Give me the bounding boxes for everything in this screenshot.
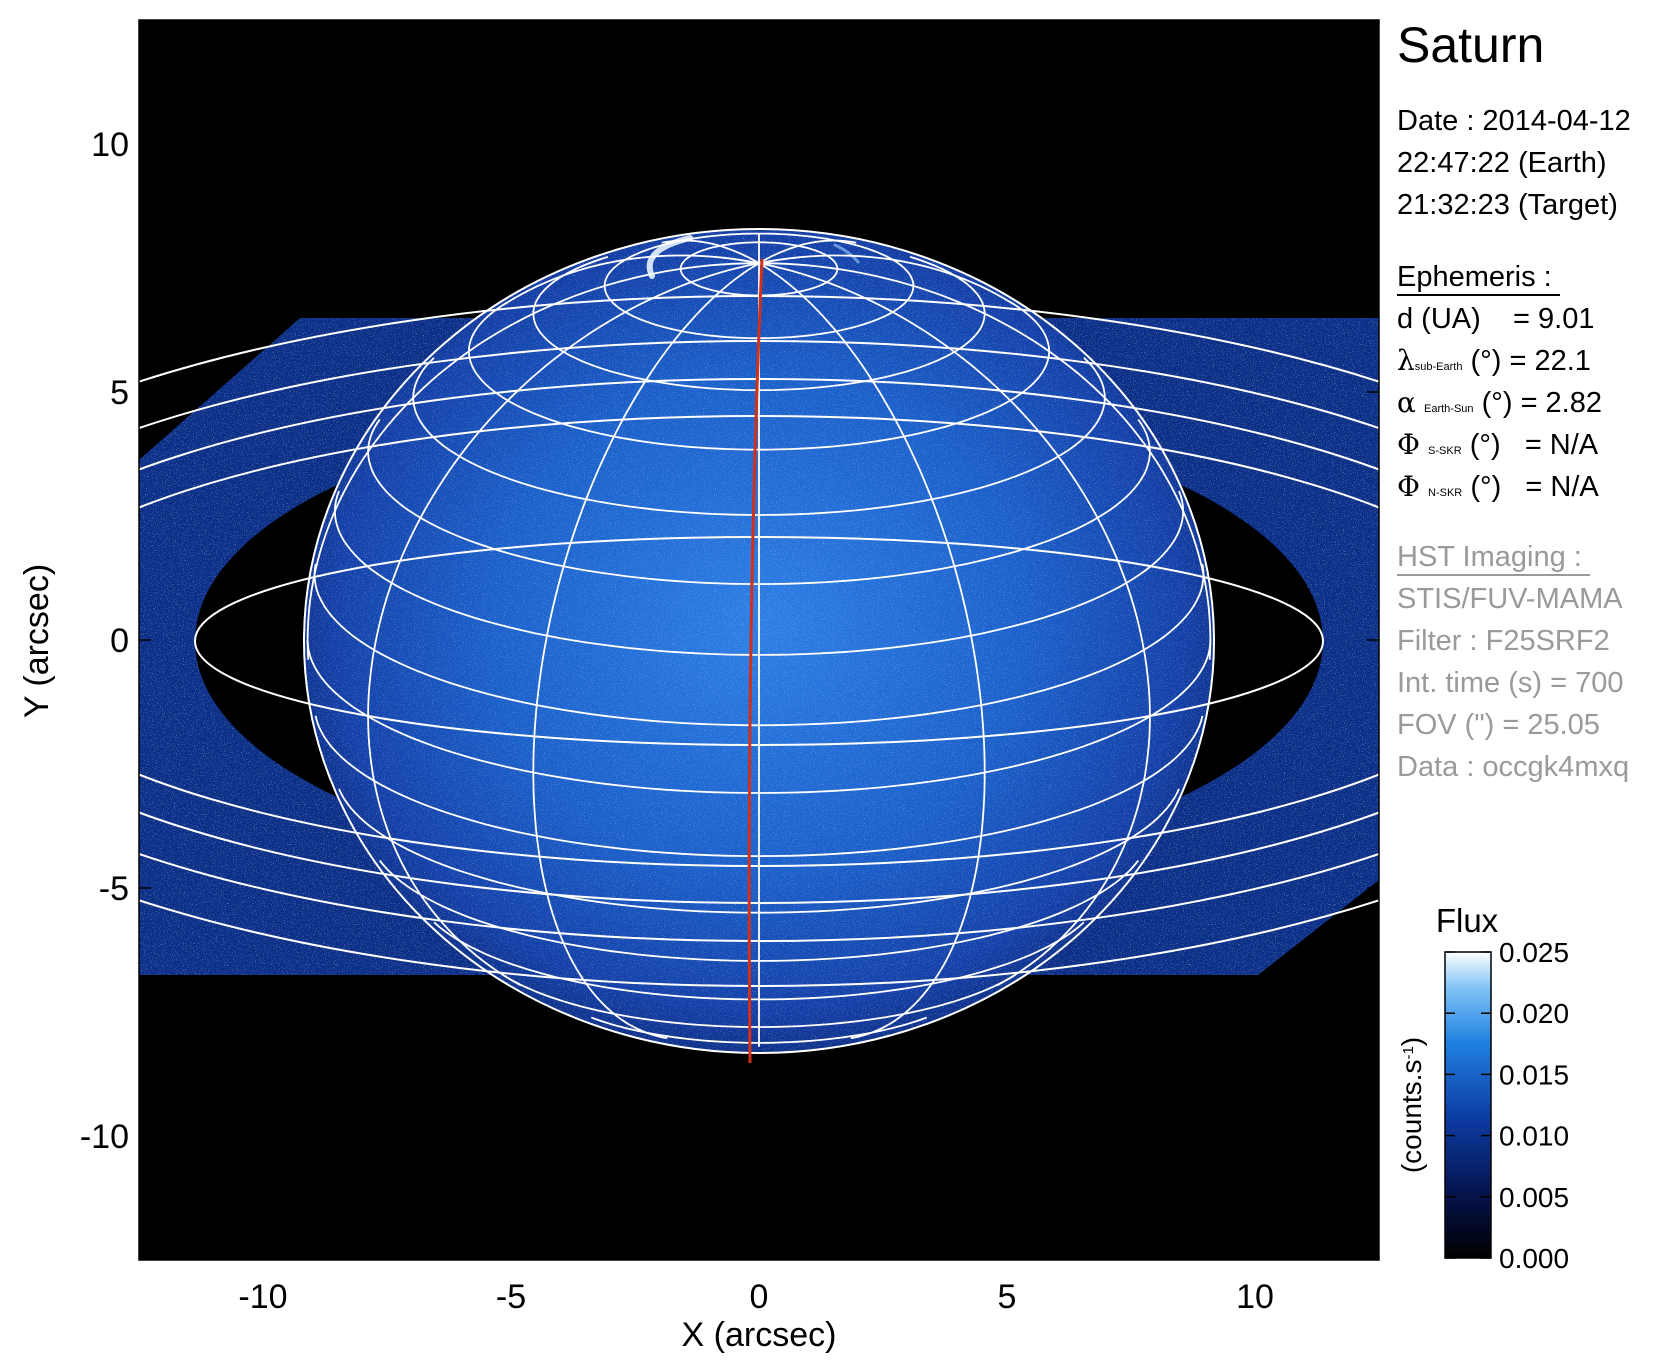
y-tick-label: -10 bbox=[80, 1118, 129, 1156]
ephemeris-header: Ephemeris : bbox=[1397, 260, 1560, 296]
x-tick-label: 0 bbox=[750, 1278, 769, 1316]
phase-angle-row: α Earth-Sun (°) = 2.82 bbox=[1397, 382, 1602, 424]
observation-times: Date : 2014-04-12 22:47:22 (Earth) 21:32… bbox=[1397, 100, 1631, 226]
hst-imaging-section: HST Imaging : STIS/FUV-MAMA Filter : F25… bbox=[1397, 536, 1629, 788]
phi-s-symbol: Φ bbox=[1397, 428, 1420, 461]
x-tick-label: -10 bbox=[238, 1278, 287, 1316]
colorbar-unit-label: (counts.s-1) bbox=[1396, 1037, 1427, 1173]
lambda-symbol: λ bbox=[1397, 344, 1415, 377]
filter: Filter : F25SRF2 bbox=[1397, 625, 1610, 657]
phi-n-unit: (°) bbox=[1470, 471, 1502, 503]
y-tick-label: 10 bbox=[91, 126, 129, 164]
n-skr-phase-row: Φ N-SKR (°) = N/A bbox=[1397, 466, 1602, 508]
y-tick-label: 5 bbox=[110, 374, 129, 412]
ephemeris-section: Ephemeris : d (UA) = 9.01 λsub-Earth (°)… bbox=[1397, 256, 1602, 508]
x-axis: -10 -5 0 5 10 bbox=[238, 20, 1274, 1316]
y-tick-label: -5 bbox=[99, 870, 129, 908]
phi-s-subscript: S-SKR bbox=[1428, 445, 1462, 457]
lambda-unit: (°) bbox=[1470, 345, 1502, 377]
distance-value: = 9.01 bbox=[1513, 303, 1595, 335]
data-id: Data : occgk4mxq bbox=[1397, 751, 1630, 783]
ring-band-texture bbox=[139, 318, 1379, 975]
phi-s-value: = N/A bbox=[1524, 429, 1599, 461]
integration-time: Int. time (s) = 700 bbox=[1397, 667, 1624, 699]
phi-n-value: = N/A bbox=[1525, 471, 1599, 503]
alpha-unit: (°) bbox=[1481, 387, 1513, 419]
ring-band bbox=[139, 318, 1379, 975]
s-skr-phase-row: Φ S-SKR (°) = N/A bbox=[1397, 424, 1602, 466]
colorbar-ticks: 0.025 0.020 0.015 0.010 0.005 0.000 bbox=[1445, 937, 1569, 1274]
longitude-line bbox=[758, 262, 1212, 660]
x-tick-label: 10 bbox=[1236, 1278, 1274, 1316]
target-time: 21:32:23 (Target) bbox=[1397, 189, 1618, 221]
longitude-line bbox=[306, 262, 760, 660]
lambda-value: = 22.1 bbox=[1509, 345, 1591, 377]
longitude-line bbox=[758, 254, 1014, 305]
planet-title: Saturn bbox=[1397, 17, 1545, 73]
colorbar-tick-label: 0.025 bbox=[1499, 937, 1569, 968]
longitude-line bbox=[367, 262, 760, 987]
y-tick-label: 0 bbox=[110, 622, 129, 660]
longitude-line bbox=[758, 262, 1151, 987]
longitude-line bbox=[532, 262, 760, 1040]
sub-earth-latitude-row: λsub-Earth (°) = 22.1 bbox=[1397, 340, 1602, 382]
phi-n-subscript: N-SKR bbox=[1428, 487, 1463, 499]
alpha-value: = 2.82 bbox=[1520, 387, 1602, 419]
y-axis-label: Y (arcsec) bbox=[18, 564, 56, 718]
x-axis-label: X (arcsec) bbox=[682, 1316, 837, 1354]
lambda-subscript: sub-Earth bbox=[1414, 361, 1463, 373]
graticule bbox=[306, 232, 1212, 1047]
colorbar-title: Flux bbox=[1436, 902, 1499, 939]
longitude-line bbox=[661, 239, 760, 264]
longitude-line bbox=[758, 239, 857, 264]
colorbar-scale bbox=[1444, 951, 1492, 1259]
alpha-symbol: α bbox=[1397, 386, 1416, 419]
longitude-line bbox=[758, 262, 986, 1040]
field-of-view: FOV (") = 25.05 bbox=[1397, 709, 1600, 741]
central-meridian bbox=[747, 258, 764, 1064]
colorbar-tick-label: 0.005 bbox=[1499, 1182, 1569, 1213]
hst-header: HST Imaging : bbox=[1397, 540, 1590, 576]
colorbar: Flux 0.025 0.020 0.015 0.010 0.005 0.000 (cou… bbox=[1396, 902, 1569, 1274]
distance-label: d (UA) bbox=[1397, 303, 1481, 335]
x-tick-label: -5 bbox=[496, 1278, 526, 1316]
colorbar-tick-label: 0.015 bbox=[1499, 1059, 1569, 1090]
distance-row: d (UA) = 9.01 bbox=[1397, 298, 1602, 340]
phi-n-symbol: Φ bbox=[1397, 470, 1420, 503]
longitude-line bbox=[504, 254, 760, 305]
planet-limb bbox=[303, 228, 1215, 1054]
earth-time: 22:47:22 (Earth) bbox=[1397, 147, 1607, 179]
colorbar-tick-label: 0.000 bbox=[1499, 1243, 1569, 1274]
image-panel bbox=[139, 20, 1379, 1260]
instrument: STIS/FUV-MAMA bbox=[1397, 583, 1623, 615]
y-axis: 10 5 0 -5 -10 bbox=[80, 126, 1379, 1156]
phi-s-unit: (°) bbox=[1469, 429, 1501, 461]
colorbar-tick-label: 0.020 bbox=[1499, 998, 1569, 1029]
x-tick-label: 5 bbox=[998, 1278, 1017, 1316]
colorbar-tick-label: 0.010 bbox=[1499, 1121, 1569, 1152]
date-line: Date : 2014-04-12 bbox=[1397, 105, 1631, 137]
alpha-subscript: Earth-Sun bbox=[1423, 403, 1474, 415]
aurora-arc-dim bbox=[833, 243, 860, 264]
